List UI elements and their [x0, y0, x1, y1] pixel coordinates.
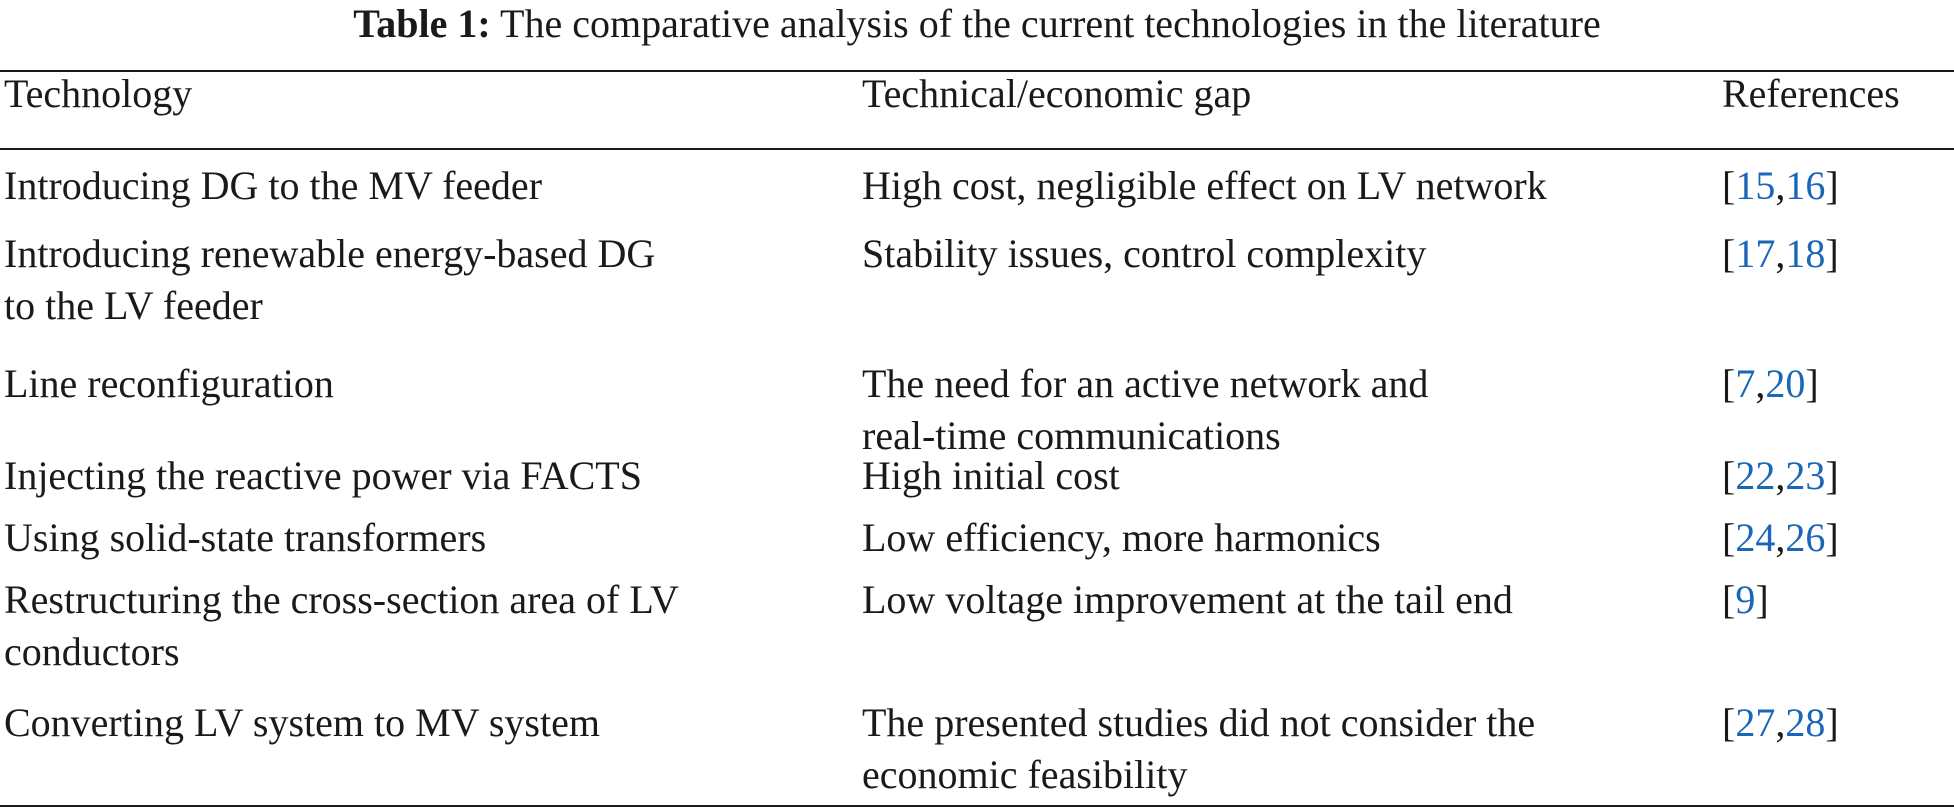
bracket-open: [ — [1722, 515, 1736, 560]
reference-link[interactable]: 17 — [1735, 231, 1776, 276]
table-cell-gap: The presented studies did not consider t… — [862, 700, 1536, 745]
reference-link[interactable]: 22 — [1735, 453, 1776, 498]
reference-link[interactable]: 18 — [1785, 231, 1826, 276]
reference-separator: , — [1775, 453, 1786, 498]
reference-link[interactable]: 28 — [1785, 700, 1826, 745]
bracket-open: [ — [1722, 361, 1736, 406]
table-cell-technology: conductors — [4, 629, 180, 674]
bracket-close: ] — [1825, 700, 1839, 745]
table-cell-gap: real-time communications — [862, 413, 1281, 458]
table-cell-gap: economic feasibility — [862, 752, 1188, 797]
bracket-close: ] — [1805, 361, 1819, 406]
header-technology: Technology — [4, 71, 193, 116]
reference-link[interactable]: 9 — [1735, 577, 1756, 622]
bracket-open: [ — [1722, 453, 1736, 498]
table-cell-references: [24,26] — [1722, 512, 1952, 564]
table-cell-technology: Introducing renewable energy-based DG — [4, 231, 656, 276]
table-cell-gap: The need for an active network and — [862, 361, 1429, 406]
table-cell-references: [27,28] — [1722, 697, 1952, 749]
bracket-close: ] — [1825, 231, 1839, 276]
bracket-open: [ — [1722, 163, 1736, 208]
bracket-open: [ — [1722, 577, 1736, 622]
table-cell-gap: High cost, negligible effect on LV netwo… — [862, 163, 1547, 208]
table-cell-technology: Converting LV system to MV system — [4, 700, 600, 745]
reference-separator: , — [1755, 361, 1766, 406]
bracket-close: ] — [1825, 163, 1839, 208]
reference-link[interactable]: 7 — [1735, 361, 1756, 406]
reference-link[interactable]: 24 — [1735, 515, 1776, 560]
header-references: References — [1722, 71, 1900, 116]
table-cell-gap: High initial cost — [862, 453, 1120, 498]
reference-separator: , — [1775, 231, 1786, 276]
bracket-close: ] — [1755, 577, 1769, 622]
table-cell-references: [22,23] — [1722, 450, 1952, 502]
reference-link[interactable]: 26 — [1785, 515, 1826, 560]
bracket-open: [ — [1722, 700, 1736, 745]
table-cell-references: [15,16] — [1722, 160, 1952, 212]
reference-link[interactable]: 23 — [1785, 453, 1826, 498]
table-cell-gap: Stability issues, control complexity — [862, 231, 1427, 276]
table-caption-label: Table 1: — [353, 1, 491, 46]
bracket-open: [ — [1722, 231, 1736, 276]
reference-separator: , — [1775, 515, 1786, 560]
table-cell-technology: Injecting the reactive power via FACTS — [4, 453, 642, 498]
table-cell-technology: Using solid-state transformers — [4, 515, 487, 560]
table-header-rule — [0, 148, 1954, 150]
reference-link[interactable]: 27 — [1735, 700, 1776, 745]
table-cell-technology: Line reconfiguration — [4, 361, 334, 406]
table-cell-references: [17,18] — [1722, 228, 1952, 280]
table-cell-technology: to the LV feeder — [4, 283, 263, 328]
bracket-close: ] — [1825, 453, 1839, 498]
reference-link[interactable]: 15 — [1735, 163, 1776, 208]
table-cell-references: [9] — [1722, 574, 1952, 626]
table-cell-technology: Restructuring the cross-section area of … — [4, 577, 679, 622]
table-cell-technology: Introducing DG to the MV feeder — [4, 163, 543, 208]
table-top-rule — [0, 70, 1954, 72]
table-cell-gap: Low efficiency, more harmonics — [862, 515, 1381, 560]
table-caption: Table 1: The comparative analysis of the… — [0, 0, 1954, 60]
reference-separator: , — [1775, 700, 1786, 745]
header-gap: Technical/economic gap — [862, 71, 1252, 116]
table-cell-references: [7,20] — [1722, 358, 1952, 410]
bracket-close: ] — [1825, 515, 1839, 560]
reference-separator: , — [1775, 163, 1786, 208]
reference-link[interactable]: 16 — [1785, 163, 1826, 208]
reference-link[interactable]: 20 — [1765, 361, 1806, 406]
table-cell-gap: Low voltage improvement at the tail end — [862, 577, 1513, 622]
table-bottom-rule — [0, 805, 1954, 807]
table-caption-text: The comparative analysis of the current … — [500, 1, 1601, 46]
